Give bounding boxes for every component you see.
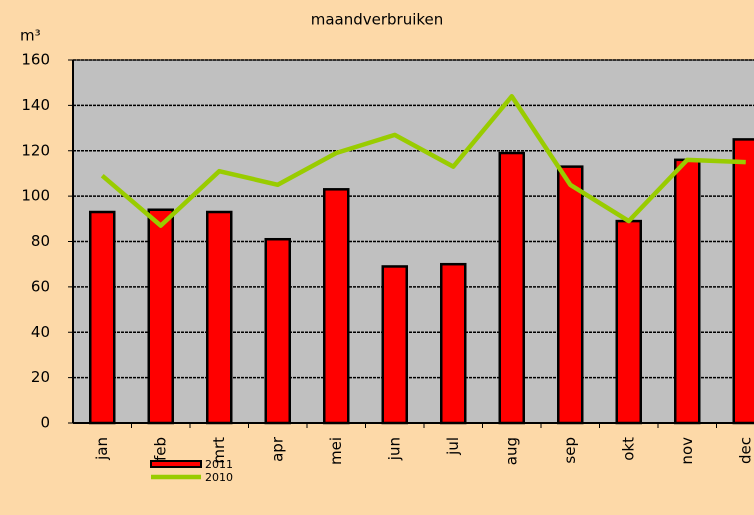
bar [323, 188, 350, 425]
y-axis-label: m³ [20, 27, 41, 45]
chart-title: maandverbruiken [311, 11, 444, 29]
x-tick-label: jun [385, 437, 403, 461]
bar [557, 165, 584, 425]
legend-label: 2010 [205, 471, 233, 484]
y-tick-label: 100 [21, 187, 50, 205]
y-tick-label: 160 [21, 51, 50, 69]
y-tick-label: 40 [31, 323, 50, 341]
bar [147, 208, 174, 425]
bar [206, 210, 233, 425]
bar [381, 265, 408, 425]
bar [440, 262, 467, 425]
x-tick-label: mei [327, 437, 345, 465]
y-tick-label: 140 [21, 96, 50, 114]
x-tick-label: nov [678, 437, 696, 465]
bar [674, 158, 701, 425]
x-tick-label: aug [502, 437, 520, 465]
bar [89, 210, 116, 425]
x-tick-label: sep [561, 437, 579, 464]
legend-label: 2011 [205, 458, 233, 471]
line [100, 94, 746, 228]
bar [498, 151, 525, 425]
x-tick-label: dec [736, 437, 754, 464]
y-tick-label: 0 [40, 414, 50, 432]
x-tick-label: mrt [210, 437, 228, 464]
x-tick-label: jan [93, 437, 111, 461]
x-tick-label: apr [268, 436, 286, 462]
y-tick-label: 120 [21, 141, 50, 159]
y-tick-label: 60 [31, 277, 50, 295]
bar [264, 237, 291, 425]
y-tick-label: 80 [31, 232, 50, 250]
x-tick-label: feb [151, 437, 169, 461]
legend-swatch [150, 460, 202, 468]
bar [615, 219, 642, 425]
y-tick-label: 20 [31, 368, 50, 386]
x-tick-label: okt [619, 437, 637, 461]
bar [732, 138, 754, 425]
x-tick-label: jul [444, 437, 462, 456]
